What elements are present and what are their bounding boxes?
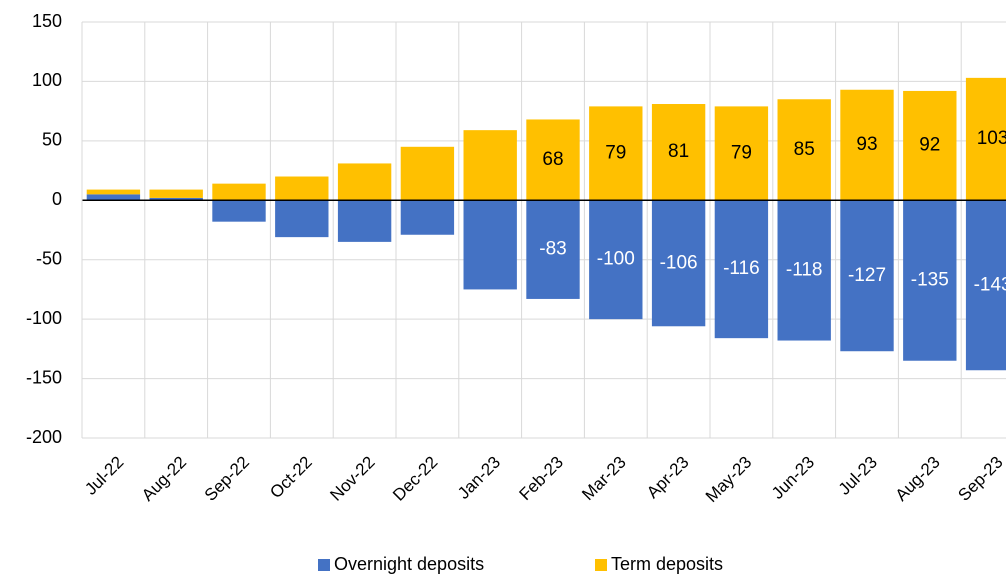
x-tick-label: Jul-23 bbox=[835, 453, 881, 499]
y-tick-label: -200 bbox=[26, 427, 62, 447]
x-tick-label: Sep-22 bbox=[201, 453, 253, 505]
data-label: -100 bbox=[597, 249, 635, 270]
data-label: 85 bbox=[794, 139, 815, 160]
x-tick-label: Jun-23 bbox=[768, 453, 818, 503]
bar bbox=[149, 197, 203, 201]
y-tick-label: 100 bbox=[32, 70, 62, 90]
y-tick-label: -50 bbox=[36, 248, 62, 268]
data-label: 92 bbox=[919, 135, 940, 156]
bar bbox=[526, 119, 580, 201]
bar bbox=[903, 200, 957, 361]
x-tick-label: Aug-23 bbox=[892, 453, 944, 505]
bar bbox=[400, 146, 455, 201]
y-tick-label: -150 bbox=[26, 367, 62, 387]
x-tick-label: Feb-23 bbox=[515, 453, 567, 505]
x-tick-label: Mar-23 bbox=[578, 453, 630, 505]
x-tick-label: Dec-22 bbox=[389, 453, 441, 505]
bar bbox=[903, 90, 957, 201]
bar bbox=[965, 200, 1006, 371]
y-tick-label: -100 bbox=[26, 308, 62, 328]
bar bbox=[149, 189, 203, 198]
x-tick-label: Jul-22 bbox=[81, 453, 127, 499]
bar bbox=[212, 183, 266, 201]
data-label: 79 bbox=[731, 142, 752, 163]
bar bbox=[714, 106, 769, 201]
bar bbox=[714, 200, 769, 339]
data-label: -135 bbox=[911, 270, 949, 291]
bar bbox=[400, 200, 455, 235]
bar bbox=[777, 99, 831, 201]
data-label: -143 bbox=[974, 274, 1006, 295]
data-label: 68 bbox=[542, 149, 563, 170]
bar bbox=[337, 200, 392, 242]
x-tick-label: Nov-22 bbox=[326, 453, 378, 505]
bar bbox=[589, 200, 643, 320]
data-label: 81 bbox=[668, 141, 689, 162]
x-tick-label: Aug-22 bbox=[138, 453, 190, 505]
bar bbox=[275, 200, 329, 238]
x-tick-label: Oct-22 bbox=[266, 453, 316, 503]
x-tick-label: Apr-23 bbox=[643, 453, 693, 503]
legend-label: Overnight deposits bbox=[334, 554, 484, 574]
bar bbox=[212, 200, 266, 222]
data-label: 79 bbox=[605, 142, 626, 163]
y-tick-label: 50 bbox=[42, 130, 62, 150]
legend-swatch bbox=[595, 559, 607, 571]
bar bbox=[526, 200, 580, 299]
x-tick-label: May-23 bbox=[702, 453, 756, 507]
data-label: -118 bbox=[786, 259, 823, 280]
data-label: 103 bbox=[977, 128, 1006, 149]
bar bbox=[86, 189, 141, 195]
bar bbox=[651, 200, 706, 327]
bar bbox=[651, 104, 706, 201]
bar bbox=[275, 176, 329, 201]
data-label: -116 bbox=[723, 258, 760, 279]
legend-label: Term deposits bbox=[611, 554, 723, 574]
legend-swatch bbox=[318, 559, 330, 571]
y-tick-label: 0 bbox=[52, 189, 62, 209]
y-tick-label: 150 bbox=[32, 11, 62, 31]
data-label: 93 bbox=[856, 134, 877, 155]
bar bbox=[86, 194, 141, 201]
data-label: -106 bbox=[660, 252, 698, 273]
x-tick-label: Sep-23 bbox=[954, 453, 1006, 505]
bar bbox=[463, 130, 517, 201]
bar bbox=[965, 77, 1006, 201]
bar bbox=[840, 200, 894, 352]
x-tick-label: Jan-23 bbox=[454, 453, 504, 503]
data-label: -127 bbox=[848, 265, 886, 286]
bar bbox=[463, 200, 517, 290]
bar bbox=[337, 163, 392, 201]
bar bbox=[589, 106, 643, 201]
data-label: -83 bbox=[539, 239, 566, 260]
bar bbox=[777, 200, 831, 341]
bar bbox=[840, 89, 894, 201]
